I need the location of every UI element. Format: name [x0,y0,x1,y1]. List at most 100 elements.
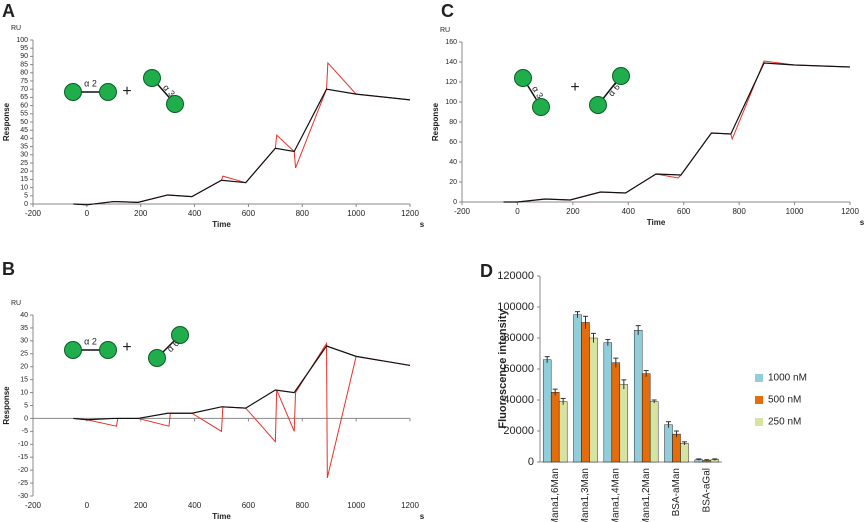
y-tick-label: 55 [20,111,28,118]
x-axis-label: Time [212,512,231,521]
x-axis-label: Time [647,218,666,227]
mannose [148,349,166,367]
y-axis-label: Response [2,386,11,425]
plus: + [570,79,579,96]
bar [680,443,689,463]
x-tick-label: 800 [296,209,310,218]
y-axis-label: Response [2,102,11,141]
panel-label: D [480,261,493,281]
panel-label: C [441,1,454,21]
y-tick-label: 30 [20,338,28,345]
response-line [73,341,411,479]
bar [573,314,582,463]
x-axis-label: Time [212,220,231,229]
x-unit: s [860,218,865,227]
y-tick-label: 35 [20,143,28,150]
mannose [99,83,117,101]
mannose [514,69,532,87]
y-tick-label: 120 [445,79,457,86]
mannose [589,96,607,114]
x-tick-label: -200 [25,209,42,218]
y-tick-label: 5 [24,193,28,200]
x-unit: s [420,220,425,229]
legend-label: 1000 nM [768,373,807,384]
bar [633,330,643,463]
y-tick-label: 65 [20,94,28,101]
y-tick-label: 15 [20,176,28,183]
legend-swatch [755,418,763,426]
x-tick-label: BSA-aMan [671,468,682,516]
y-tick-label: 60 [449,139,457,146]
panel-label: B [2,259,15,279]
mannose [612,67,630,85]
x-tick-label: 0 [85,209,90,218]
y-tick-label: 0 [528,456,534,468]
x-tick-label: 400 [622,207,636,216]
x-tick-label: 1000 [347,209,365,218]
x-tick-label: 1200 [401,501,419,510]
y-tick-label: -5 [22,428,28,435]
y-tick-label: 140 [445,59,457,66]
panel-label: A [2,1,15,21]
mannose [171,326,189,344]
linkage-label: α 2 [84,78,97,88]
y-axis-label: Fluorescence intensity [497,309,509,429]
y-tick-label: -30 [18,493,28,500]
y-tick-label: 35 [20,325,28,332]
x-tick-label: 0 [515,207,520,216]
response-line [73,345,411,421]
y-tick-label: 70 [20,86,28,93]
y-tick-label: 60 [20,102,28,109]
x-tick-label: Mana1,2Man [641,468,652,522]
y-tick-label: 0 [24,201,28,208]
y-tick-label: 40000 [503,394,534,406]
x-tick-label: 600 [677,207,691,216]
unit-label: RU [11,25,21,32]
y-tick-label: 20000 [503,425,534,437]
bar [664,424,673,463]
x-tick-label: 1200 [401,209,419,218]
y-tick-label: 10 [20,389,28,396]
y-tick-label: 20 [20,168,28,175]
y-tick-label: 25 [20,160,28,167]
y-tick-label: 160 [445,39,457,46]
x-tick-label: 600 [242,209,256,218]
response-line [503,62,851,203]
legend-label: 250 nM [768,417,801,428]
x-tick-label: Mana1,6Man [550,468,561,522]
y-tick-label: 40 [20,312,28,319]
legend-swatch [755,374,763,382]
y-tick-label: 20 [20,364,28,371]
y-tick-label: -15 [18,454,28,461]
bar [619,384,629,463]
x-tick-label: 400 [188,209,202,218]
plus: + [122,339,131,356]
bar [542,359,552,463]
y-tick-label: 75 [20,78,28,85]
y-tick-label: 120000 [497,270,534,282]
mannose [143,69,161,87]
y-tick-label: 80 [449,119,457,126]
y-tick-label: 80000 [503,332,534,344]
mannose [64,341,82,359]
x-tick-label: 200 [134,501,148,510]
y-tick-label: 85 [20,61,28,68]
bar [581,322,590,463]
x-tick-label: 400 [188,501,202,510]
linkage-label: α 2 [84,336,97,346]
y-tick-label: 100000 [497,301,534,313]
x-tick-label: 200 [566,207,580,216]
bar [611,362,621,463]
mannose [64,83,82,101]
unit-label: RU [440,27,450,34]
mannose [166,95,184,113]
unit-label: RU [11,300,21,307]
x-tick-label: BSA-aGal [701,468,712,512]
response-line [503,60,851,203]
y-tick-label: -25 [18,480,28,487]
y-tick-label: 60000 [503,363,534,375]
plus: + [122,83,131,100]
y-tick-label: 80 [20,70,28,77]
y-tick-label: 15 [20,376,28,383]
